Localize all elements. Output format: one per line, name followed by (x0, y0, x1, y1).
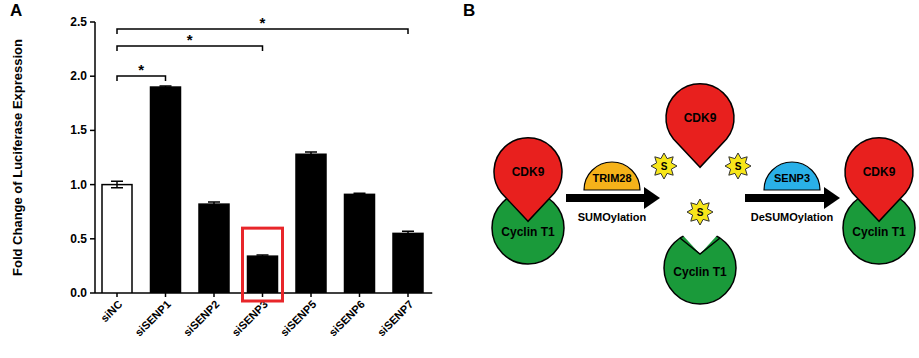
arrow-shaft (566, 194, 646, 202)
highlight-box (243, 228, 283, 301)
error-cap (208, 206, 220, 208)
error-line (116, 181, 118, 188)
enzyme-label: TRIM28 (592, 172, 631, 184)
error-cap (160, 85, 172, 87)
error-cap (402, 230, 414, 232)
x-tick-label: siSENP3 (229, 298, 269, 338)
error-cap (402, 235, 414, 237)
protein-label: Cyclin T1 (501, 225, 555, 239)
bar (102, 185, 132, 293)
protein-label: Cyclin T1 (852, 225, 906, 239)
error-cap (111, 187, 123, 189)
protein-label: CDK9 (863, 165, 896, 179)
sumo-mark (651, 153, 677, 179)
error-bar (160, 86, 172, 88)
cyclin-notch-edge (680, 238, 720, 254)
step-label: DeSUMOylation (751, 211, 834, 223)
y-tick-label: 1.0 (70, 178, 87, 192)
y-tick (90, 21, 95, 23)
sumo-label: S (735, 161, 742, 172)
arrow-head (824, 187, 840, 209)
error-bar (354, 193, 366, 195)
x-tick (116, 293, 118, 297)
panel-label: B (463, 1, 475, 20)
y-tick (90, 75, 95, 77)
y-axis (94, 22, 96, 293)
error-cap (305, 151, 317, 153)
bar (296, 154, 326, 293)
y-tick-label: 0.0 (70, 286, 87, 300)
bar (345, 194, 375, 293)
step-label: SUMOylation (578, 211, 647, 223)
enzyme-shape (764, 162, 820, 190)
error-cap (257, 254, 269, 256)
bar (151, 87, 181, 293)
complex: Cyclin T1 CDK9 S S S (651, 84, 751, 304)
error-cap (160, 87, 172, 89)
x-tick-label: siSENP7 (375, 298, 415, 338)
panel-label: A (10, 1, 22, 20)
y-tick-label: 0.5 (70, 232, 87, 246)
bar (393, 233, 423, 293)
bar (199, 204, 229, 293)
y-tick-label: 2.5 (70, 15, 87, 29)
x-tick (407, 293, 409, 297)
bars (102, 86, 423, 293)
enzyme-shape (584, 162, 640, 190)
x-tick-label: siSENP1 (132, 298, 172, 338)
complex: Cyclin T1 CDK9 (843, 138, 915, 264)
error-bar (111, 181, 123, 188)
x-tick-label: siSENP5 (278, 298, 318, 338)
error-cap (354, 193, 366, 195)
error-bar (208, 202, 220, 206)
figure: A B 0.0 0.5 1.0 1.5 2.0 2.5 Fold Change of Lucif… (0, 0, 919, 358)
sumo-mark (687, 199, 713, 225)
error-cap (111, 181, 123, 183)
sumo-label: S (697, 207, 704, 218)
cdk9-shape (666, 84, 734, 167)
complex: Cyclin T1 CDK9 (492, 138, 564, 264)
error-bar (305, 152, 317, 156)
cdk9-shape (845, 138, 913, 221)
y-tick (90, 238, 95, 240)
error-cap (354, 195, 366, 197)
bar (248, 256, 278, 293)
significance-label: * (260, 14, 266, 31)
y-axis-label: Fold Change of Luciferase Expression (10, 39, 25, 276)
protein-label: CDK9 (512, 165, 545, 179)
cyclin-notch (678, 230, 722, 254)
x-tick (165, 293, 167, 297)
protein-label: Cyclin T1 (673, 265, 727, 279)
x-tick (262, 293, 264, 297)
y-tick (90, 130, 95, 132)
y-tick (90, 292, 95, 294)
arrow-shaft (745, 194, 826, 202)
significance-label: * (138, 61, 144, 78)
arrow-head (644, 187, 660, 209)
x-tick-label: siSENP6 (326, 298, 366, 338)
diagram: Cyclin T1CDK9TRIM28SUMOylationCyclin T1C… (492, 84, 915, 304)
error-cap (208, 201, 220, 203)
cdk9-shape (494, 138, 562, 221)
x-tick-label: siNC (98, 298, 124, 324)
sumo-mark (725, 153, 751, 179)
error-bar (402, 231, 414, 235)
x-tick (359, 293, 361, 297)
x-tick-label: siSENP2 (181, 298, 221, 338)
y-tick (90, 184, 95, 186)
error-cap (305, 156, 317, 158)
x-tick (213, 293, 215, 297)
x-tick (310, 293, 312, 297)
protein-label: CDK9 (684, 111, 717, 125)
y-tick-label: 2.0 (70, 69, 87, 83)
y-tick-label: 1.5 (70, 123, 87, 137)
significance-label: * (187, 31, 193, 48)
enzyme-label: SENP3 (774, 172, 810, 184)
error-bar (257, 255, 269, 257)
error-cap (257, 256, 269, 258)
sumo-label: S (661, 161, 668, 172)
